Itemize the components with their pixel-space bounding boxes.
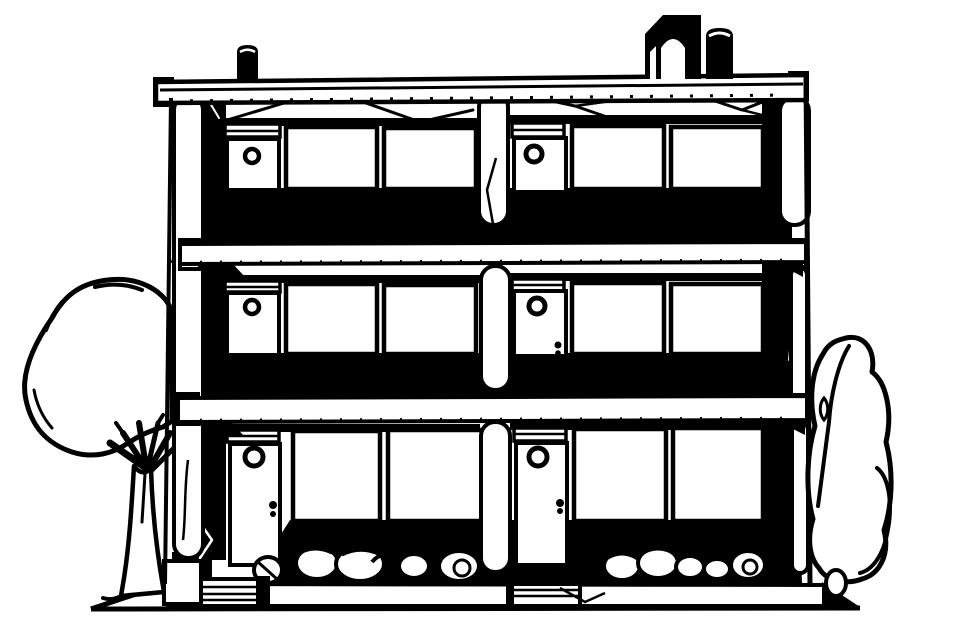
chimney-right-rim <box>708 31 731 38</box>
door-handle <box>270 511 276 517</box>
chimney-right <box>706 28 733 79</box>
window <box>283 124 380 192</box>
tree-canopy-inner-line <box>93 282 144 292</box>
door-porthole <box>523 143 545 165</box>
roof <box>153 15 809 107</box>
window <box>670 425 766 524</box>
door-handle <box>556 499 564 507</box>
left-edge <box>163 97 173 585</box>
left-step-block <box>162 559 203 606</box>
boulder-notch <box>818 395 830 423</box>
facade-shadows <box>172 94 802 586</box>
window <box>571 426 669 524</box>
door-handle <box>269 501 277 509</box>
tree-trunk-fork-line <box>140 472 147 524</box>
boulder-bush <box>805 334 894 607</box>
door-handle <box>554 341 562 349</box>
door-porthole <box>526 445 550 469</box>
window <box>668 281 766 357</box>
door-porthole <box>242 146 262 166</box>
boulder-outline <box>805 334 894 585</box>
window-lintels <box>222 115 768 432</box>
tree-canopy <box>22 276 175 458</box>
base-plinth <box>162 559 858 608</box>
center-column-mid <box>479 264 512 392</box>
chimney-arch-opening <box>661 39 685 79</box>
door-porthole <box>526 295 548 317</box>
window <box>381 282 479 357</box>
tree <box>22 276 181 602</box>
tree-canopy-inner-line3 <box>32 388 54 430</box>
door-handle <box>557 508 563 514</box>
door-handle <box>555 350 561 356</box>
floor3-openings <box>225 425 766 567</box>
right-column-bottom <box>790 420 810 575</box>
boulder-right-lobe <box>858 466 892 575</box>
right-column-mid <box>789 265 809 405</box>
column-crack <box>485 157 498 225</box>
slab-lower <box>176 394 809 424</box>
door-porthole <box>242 445 266 469</box>
floor2-openings <box>223 277 766 358</box>
column-crack <box>181 459 190 541</box>
chimney-arch-slit <box>650 46 656 79</box>
slab-upper <box>178 240 808 266</box>
plinth-crack <box>559 586 606 604</box>
floor1-openings <box>223 121 766 194</box>
tree-root-left <box>101 594 123 602</box>
chimney-left <box>237 45 258 82</box>
boulder-inner-line <box>816 344 851 508</box>
tree-trunk <box>118 463 167 599</box>
door-porthole <box>242 297 262 317</box>
balcony-slabs <box>176 238 809 436</box>
center-column-bottom <box>479 420 512 574</box>
boulder-base-rock <box>824 568 848 598</box>
window <box>290 428 383 524</box>
window <box>569 123 667 192</box>
chimney-left-rim <box>239 48 256 54</box>
left-striped-step <box>199 577 260 608</box>
center-column-top <box>477 91 510 227</box>
window <box>283 281 380 357</box>
window <box>668 124 766 192</box>
window <box>569 280 667 357</box>
left-column <box>172 94 205 560</box>
window <box>385 427 487 524</box>
tree-canopy-inner-line2 <box>44 300 64 332</box>
window <box>381 125 479 192</box>
base-stones <box>252 545 767 585</box>
